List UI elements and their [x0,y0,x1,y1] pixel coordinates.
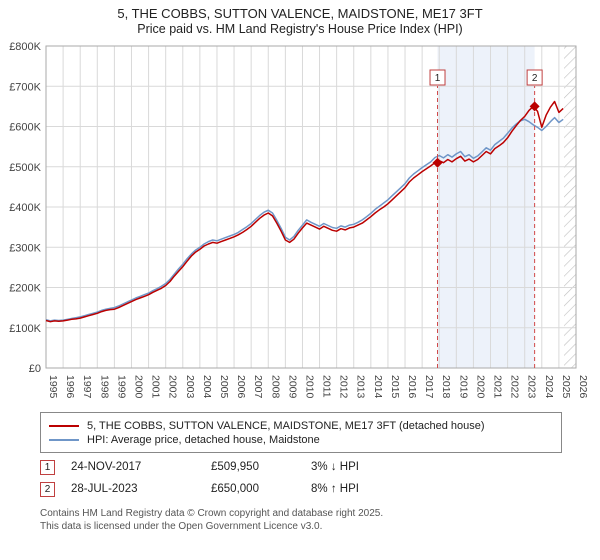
sale-2-price: £650,000 [211,483,259,496]
x-axis-label: 2009 [286,375,298,399]
sale-1-marker-box: 1 [40,459,55,475]
legend-label-property: 5, THE COBBS, SUTTON VALENCE, MAIDSTONE,… [87,419,485,432]
x-axis-label: 2015 [389,375,401,399]
sale-row-1: 1 24-NOV-2017 £509,950 3% ↓ HPI [40,459,600,475]
y-axis-label: £0 [29,363,41,375]
x-axis-label: 2026 [577,375,589,399]
x-axis-label: 2002 [167,375,179,399]
sale-row-2: 2 28-JUL-2023 £650,000 8% ↑ HPI [40,481,600,497]
x-axis-label: 2000 [132,375,144,399]
sale-2-hpi-diff: 8% ↑ HPI [311,483,359,496]
x-axis-label: 2012 [338,375,350,399]
x-axis-label: 2011 [321,375,333,398]
x-axis-label: 1999 [115,375,127,399]
y-axis-label: £600K [9,121,41,133]
x-axis-label: 2025 [560,375,572,399]
chart-svg[interactable]: 1 2 £0 £100K £200K £300K £400K £500K £600K £700K £… [0,38,600,410]
sale-2-number: 2 [532,73,538,84]
sale-1-price-marker [432,157,443,168]
x-axis-label: 2003 [184,375,196,399]
price-history-chart[interactable]: 1 2 £0 £100K £200K £300K £400K £500K £600K £700K £… [0,38,600,410]
x-axis-label: 2006 [235,375,247,399]
y-axis-label: £200K [9,282,41,294]
x-axis-label: 2014 [372,375,384,399]
sale-2-marker-box: 2 [40,481,55,497]
x-axis-label: 1995 [47,375,59,399]
hpi-line-series [45,116,564,322]
y-axis-label: £800K [9,41,41,53]
x-axis-label: 1997 [81,375,93,399]
x-axis-label: 1998 [98,375,110,399]
sale-1-number: 1 [435,73,441,84]
sale-1-hpi-diff: 3% ↓ HPI [311,461,359,474]
x-axis-label: 2024 [543,375,555,399]
y-axis-label: £500K [9,162,41,174]
legend-label-hpi: HPI: Average price, detached house, Maid… [87,433,320,446]
x-axis-label: 2017 [423,375,435,399]
sale-1-date: 24-NOV-2017 [71,461,142,474]
legend-item-hpi: HPI: Average price, detached house, Maid… [49,434,553,446]
footer-line-2: This data is licensed under the Open Gov… [40,520,323,532]
x-axis-label: 2021 [492,375,504,399]
y-axis-label: £700K [9,81,41,93]
x-axis-label: 2007 [252,375,264,399]
x-axis-label: 1996 [64,375,76,399]
sale-2-price-marker [529,101,540,112]
x-axis-label: 2004 [201,375,213,399]
hpi-line-swatch [49,438,79,441]
y-axis-label: £300K [9,242,41,254]
property-price-line-series [45,100,564,323]
page-title: 5, THE COBBS, SUTTON VALENCE, MAIDSTONE,… [117,6,483,21]
x-axis-label: 2008 [269,375,281,399]
x-axis-label: 2018 [440,375,452,399]
x-axis-label: 2016 [406,375,418,399]
x-axis-label: 2010 [303,375,315,399]
plot-border [45,45,577,369]
sale-1-price: £509,950 [211,461,259,474]
x-axis-label: 2022 [509,375,521,399]
legend: 5, THE COBBS, SUTTON VALENCE, MAIDSTONE,… [40,411,562,453]
y-axis-label: £100K [9,323,41,335]
sale-1-number-box [429,69,446,86]
property-line-swatch [49,424,79,427]
page-subtitle: Price paid vs. HM Land Registry's House … [137,22,463,37]
sale-2-number-box [526,69,543,86]
x-axis-label: 2019 [457,375,469,399]
y-axis-label: £400K [9,202,41,214]
sale-2-date: 28-JUL-2023 [71,483,138,496]
x-axis-label: 2023 [526,375,538,399]
x-axis-label: 2005 [218,375,230,399]
legend-item-property: 5, THE COBBS, SUTTON VALENCE, MAIDSTONE,… [49,420,553,432]
x-axis-label: 2001 [150,375,162,399]
x-axis-label: 2013 [355,375,367,399]
footer-line-1: Contains HM Land Registry data © Crown c… [40,507,384,519]
chart-header: 5, THE COBBS, SUTTON VALENCE, MAIDSTONE,… [0,0,600,38]
x-axis-label: 2020 [474,375,486,399]
license-footer: Contains HM Land Registry data © Crown c… [40,507,600,533]
